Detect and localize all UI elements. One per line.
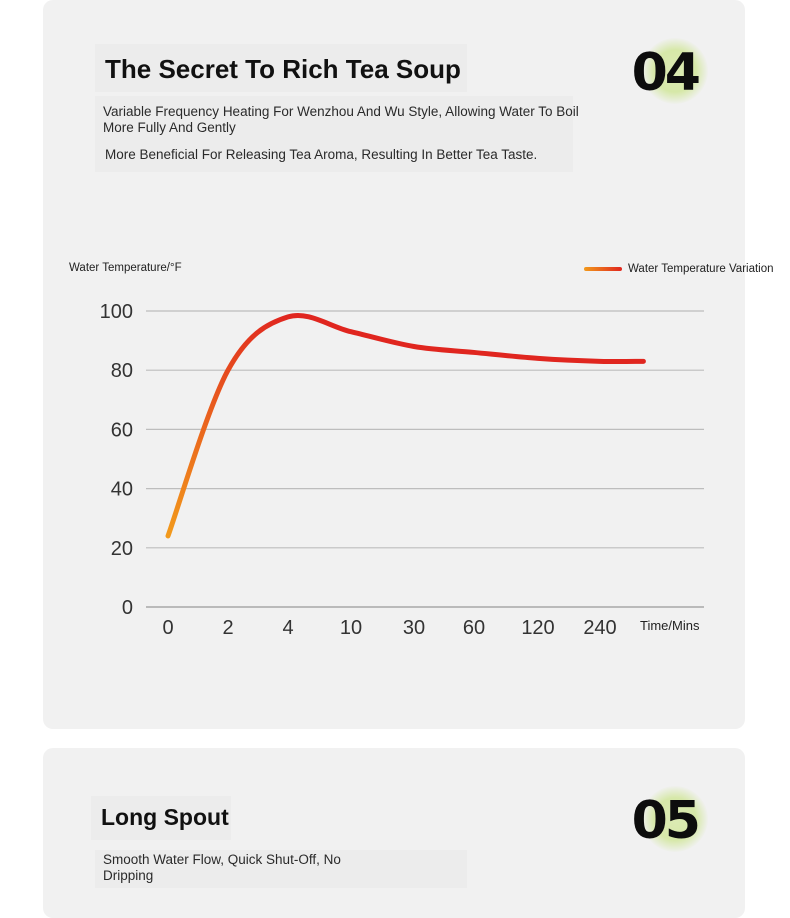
legend-label: Water Temperature Variation — [628, 263, 774, 275]
section-title-long-spout: Long Spout — [101, 804, 229, 830]
x-tick-label: 30 — [403, 617, 425, 639]
title-panel — [95, 44, 467, 92]
x-tick-label: 120 — [521, 617, 554, 639]
y-tick-label: 20 — [111, 538, 133, 560]
x-tick-label: 4 — [282, 617, 293, 639]
y-tick-label: 0 — [122, 597, 133, 619]
section-number-badge: 04 — [608, 38, 708, 108]
section-number: 04 — [631, 43, 701, 103]
section-number: 05 — [631, 791, 701, 851]
badge-glow — [642, 786, 708, 852]
x-tick-label: 240 — [583, 617, 616, 639]
x-axis-label: Time/Mins — [640, 618, 700, 633]
description-panel — [95, 850, 467, 888]
x-tick-label: 10 — [340, 617, 362, 639]
badge-glow — [642, 38, 708, 104]
x-tick-label: 60 — [463, 617, 485, 639]
section-title: The Secret To Rich Tea Soup — [105, 54, 461, 84]
x-tick-label: 0 — [162, 617, 173, 639]
y-tick-label: 100 — [100, 301, 133, 323]
title-panel — [91, 796, 231, 840]
legend-swatch — [584, 267, 622, 271]
section-card-long-spout — [43, 748, 745, 918]
y-tick-label: 80 — [111, 360, 133, 382]
section-description-extra: More Beneficial For Releasing Tea Aroma,… — [105, 147, 538, 162]
section-number-badge-05: 05 — [608, 786, 708, 856]
y-tick-label: 40 — [111, 479, 133, 501]
section-description: Variable Frequency Heating For Wenzhou A… — [103, 104, 579, 135]
y-tick-label: 60 — [111, 419, 133, 441]
chart-legend: Water Temperature Variation — [584, 263, 774, 275]
section-description-long-spout: Smooth Water Flow, Quick Shut-Off, No Dr… — [103, 852, 341, 883]
description-panel — [95, 96, 573, 172]
series-line-water-temperature — [165, 313, 646, 539]
y-axis-label: Water Temperature/°F — [69, 262, 182, 274]
x-tick-label: 2 — [222, 617, 233, 639]
